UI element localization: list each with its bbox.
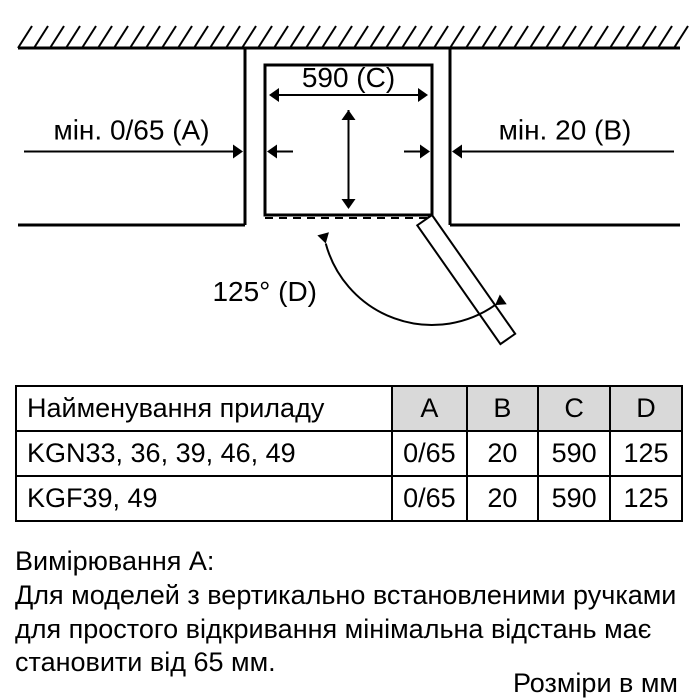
table-cell-value: 20 <box>467 476 539 521</box>
table-cell-value: 590 <box>538 431 610 476</box>
note-body: Для моделей з вертикально встановленими … <box>15 579 683 680</box>
note-title: Вимірювання A: <box>15 545 683 579</box>
table-cell-value: 125 <box>610 431 682 476</box>
diagram-svg: 590 (C) мін. 0/65 (A) мін. 20 (B) 125° (D) <box>0 0 698 370</box>
table-header-D: D <box>610 386 682 431</box>
measurement-note: Вимірювання A: Для моделей з вертикально… <box>15 545 683 680</box>
table-header-B: B <box>467 386 539 431</box>
dimensions-table-wrapper: Найменування приладу A B C D KGN33, 36, … <box>15 385 683 522</box>
units-label: Розміри в мм <box>513 668 678 699</box>
svg-text:590 (C): 590 (C) <box>302 62 395 93</box>
svg-text:мін. 20 (B): мін. 20 (B) <box>499 115 632 146</box>
dimensions-table: Найменування приладу A B C D KGN33, 36, … <box>15 385 683 522</box>
svg-text:125° (D): 125° (D) <box>212 276 317 307</box>
table-cell-name: KGF39, 49 <box>16 476 392 521</box>
table-cell-value: 0/65 <box>392 476 467 521</box>
table-cell-value: 20 <box>467 431 539 476</box>
table-cell-value: 125 <box>610 476 682 521</box>
installation-diagram: 590 (C) мін. 0/65 (A) мін. 20 (B) 125° (D) <box>0 0 698 370</box>
table-row: KGN33, 36, 39, 46, 490/6520590125 <box>16 431 682 476</box>
table-row: KGF39, 490/6520590125 <box>16 476 682 521</box>
svg-text:мін. 0/65 (A): мін. 0/65 (A) <box>53 115 209 146</box>
table-header-A: A <box>392 386 467 431</box>
table-cell-value: 0/65 <box>392 431 467 476</box>
table-cell-name: KGN33, 36, 39, 46, 49 <box>16 431 392 476</box>
table-cell-value: 590 <box>538 476 610 521</box>
table-header-name: Найменування приладу <box>16 386 392 431</box>
table-header-C: C <box>538 386 610 431</box>
